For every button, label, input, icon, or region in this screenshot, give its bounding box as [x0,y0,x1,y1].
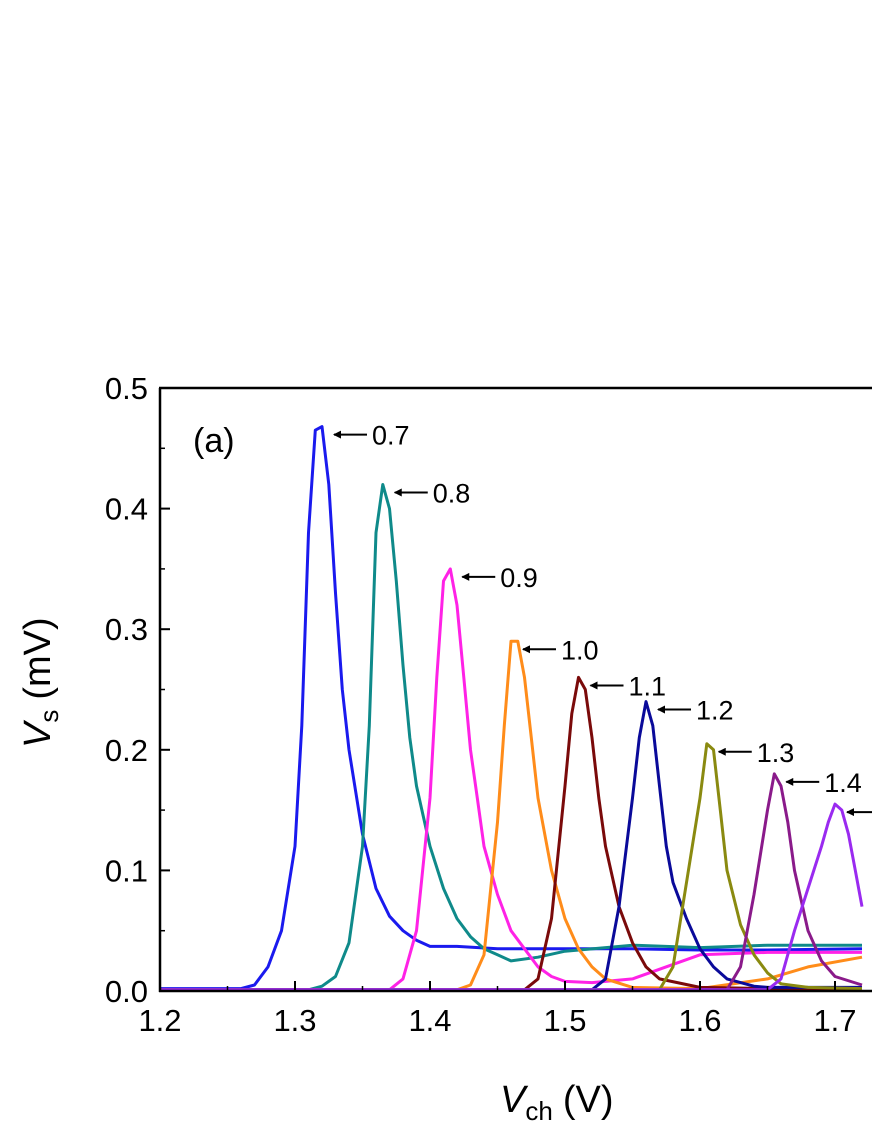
series-layer [160,425,864,991]
x-axis-title-unit: (V) [563,1079,614,1121]
series-line-1.5 [160,802,864,991]
annotation-layer: 0.70.80.91.01.11.21.31.41.5 [333,421,872,817]
y-tick-label-0.0: 0.0 [105,974,148,1009]
peak-label-0.7: 0.7 [372,421,410,451]
y-tick-label-0.4: 0.4 [105,492,148,527]
y-axis-title-subscript: s [34,710,64,723]
x-tick-label-1.4: 1.4 [408,1003,451,1038]
series-line-1.4 [160,772,863,991]
series-line-1.0 [160,639,863,991]
peak-label-0.9: 0.9 [500,563,538,593]
peak-label-0.8: 0.8 [433,478,471,508]
series-line-1.3 [160,742,863,991]
x-axis-title: Vch (V) [500,1079,613,1126]
peak-label-1.2: 1.2 [696,696,734,726]
y-tick-label-0.3: 0.3 [105,612,148,647]
x-axis-title-subscript: ch [525,1096,552,1126]
x-tick-label-1.7: 1.7 [813,1003,856,1038]
x-tick-label-1.2: 1.2 [138,1003,181,1038]
x-tick-label-1.3: 1.3 [273,1003,316,1038]
ticks-layer: 1.2 1.3 1.4 1.5 1.6 1.7 0.0 0.1 0.2 0.3 0.4 0.5 [105,371,857,1038]
y-tick-label-0.5: 0.5 [105,371,148,406]
y-axis-title-unit: (mV) [17,617,59,699]
series-line-0.7 [160,425,863,991]
peak-label-1.0: 1.0 [561,635,599,665]
peak-label-1.1: 1.1 [629,671,667,701]
y-axis-title: Vs (mV) [17,617,64,748]
y-axis-title-symbol: V [17,719,59,748]
series-line-1.1 [160,675,862,991]
x-tick-label-1.5: 1.5 [543,1003,586,1038]
y-tick-label-0.1: 0.1 [105,853,148,888]
axes-layer [158,386,872,993]
peak-label-1.4: 1.4 [824,768,862,798]
peak-label-1.3: 1.3 [757,738,795,768]
y-tick-label-0.2: 0.2 [105,733,148,768]
series-line-0.8 [160,483,862,991]
x-axis-title-symbol: V [500,1079,529,1121]
panel-label: (a) [193,422,235,460]
series-line-0.9 [160,567,862,991]
x-tick-label-1.6: 1.6 [678,1003,721,1038]
